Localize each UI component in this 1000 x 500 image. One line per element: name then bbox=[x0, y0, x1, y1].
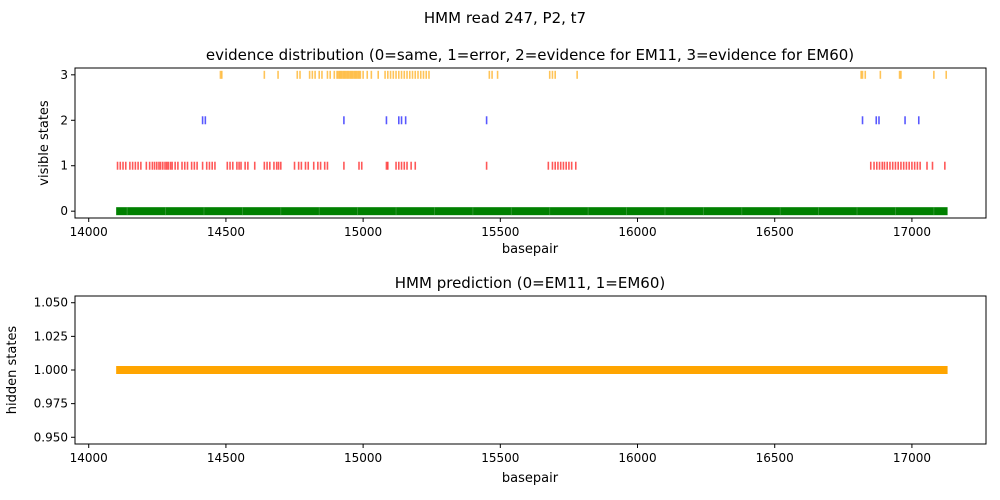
prediction-plot-xtick-label: 14000 bbox=[70, 451, 108, 465]
evidence-plot-xtick-label: 16000 bbox=[618, 225, 656, 239]
prediction-plot-title: HMM prediction (0=EM11, 1=EM60) bbox=[395, 274, 665, 292]
evidence-plot-xtick-label: 14500 bbox=[207, 225, 245, 239]
prediction-plot-ytick-label: 1.000 bbox=[34, 363, 68, 377]
prediction-plot-xtick-label: 14500 bbox=[207, 451, 245, 465]
evidence-distribution-plot: evidence distribution (0=same, 1=error, … bbox=[37, 46, 987, 257]
prediction-plot-xtick-label: 15000 bbox=[344, 451, 382, 465]
prediction-plot-xtick-label: 15500 bbox=[481, 451, 519, 465]
evidence-plot-ytick-label: 1 bbox=[60, 159, 68, 173]
prediction-plot-xtick-label: 17000 bbox=[893, 451, 931, 465]
evidence-plot-frame bbox=[74, 67, 987, 219]
evidence-plot-xtick-label: 14000 bbox=[70, 225, 108, 239]
prediction-plot-ytick-label: 0.950 bbox=[34, 430, 68, 444]
hmm-prediction-plot: HMM prediction (0=EM11, 1=EM60) basepair… bbox=[5, 274, 987, 486]
prediction-plot-xlabel: basepair bbox=[502, 471, 559, 486]
prediction-plot-ylabel: hidden states bbox=[5, 326, 20, 415]
evidence-plot-ylabel: visible states bbox=[37, 100, 52, 186]
evidence-plot-marks bbox=[116, 70, 948, 216]
evidence-plot-ticks: 14000 14500 15000 15500 16000 16500 17000 0 1 2 3 bbox=[60, 68, 931, 239]
same-state-marker-band bbox=[116, 207, 948, 216]
evidence-plot-xtick-label: 17000 bbox=[893, 225, 931, 239]
prediction-plot-ytick-label: 1.050 bbox=[34, 296, 68, 310]
prediction-plot-xtick-label: 16000 bbox=[618, 451, 656, 465]
evidence-plot-xtick-label: 15000 bbox=[344, 225, 382, 239]
figure-suptitle: HMM read 247, P2, t7 bbox=[424, 9, 586, 27]
prediction-plot-xtick-label: 16500 bbox=[756, 451, 794, 465]
evidence-plot-xtick-label: 15500 bbox=[481, 225, 519, 239]
prediction-plot-ytick-label: 1.025 bbox=[34, 329, 68, 343]
evidence-plot-ytick-label: 2 bbox=[60, 113, 68, 127]
prediction-plot-ticks: 14000 14500 15000 15500 16000 16500 17000 0.950… bbox=[34, 296, 931, 465]
evidence-plot-ytick-label: 0 bbox=[60, 204, 68, 218]
evidence-plot-ytick-label: 3 bbox=[60, 68, 68, 82]
prediction-plot-ytick-label: 0.975 bbox=[34, 397, 68, 411]
evidence-plot-xtick-label: 16500 bbox=[756, 225, 794, 239]
prediction-plot-frame bbox=[74, 295, 987, 445]
evidence-plot-title: evidence distribution (0=same, 1=error, … bbox=[206, 46, 854, 64]
evidence-plot-xlabel: basepair bbox=[502, 242, 559, 257]
